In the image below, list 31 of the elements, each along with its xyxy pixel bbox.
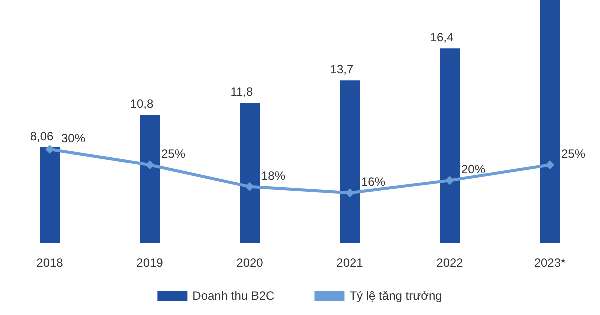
bar: [140, 114, 160, 243]
data-label: 16,4: [430, 30, 454, 45]
legend-label: Tỷ lệ tăng trưởng: [350, 289, 442, 303]
legend-label: Doanh thu B2C: [192, 289, 276, 303]
data-label: 10,8: [130, 96, 154, 111]
data-label: 25%: [562, 147, 586, 162]
point: [246, 182, 254, 192]
point: [346, 188, 354, 198]
point: [146, 160, 154, 170]
data-label: 8,06: [30, 129, 54, 144]
data-label: 11,8: [230, 85, 254, 100]
point: [546, 160, 554, 170]
x-tick-label: 2018: [36, 256, 64, 270]
data-label: 20%: [462, 162, 486, 177]
point: [446, 176, 454, 186]
bar: [340, 80, 360, 243]
point: [46, 145, 54, 154]
bar: [440, 48, 460, 243]
data-label: 16%: [362, 175, 386, 190]
data-label: 25%: [162, 147, 186, 162]
data-label: 18%: [262, 168, 286, 183]
data-label: 30%: [62, 132, 86, 146]
bar: [240, 103, 260, 243]
bar: [540, 0, 560, 243]
x-tick-label: 2023*: [534, 256, 566, 270]
x-tick-label: 2019: [136, 256, 164, 270]
data-label: 13,7: [330, 62, 354, 77]
x-tick-label: 2020: [236, 256, 264, 270]
x-tick-label: 2021: [336, 256, 364, 270]
bar: [40, 147, 60, 243]
x-tick-label: 2022: [436, 256, 464, 270]
